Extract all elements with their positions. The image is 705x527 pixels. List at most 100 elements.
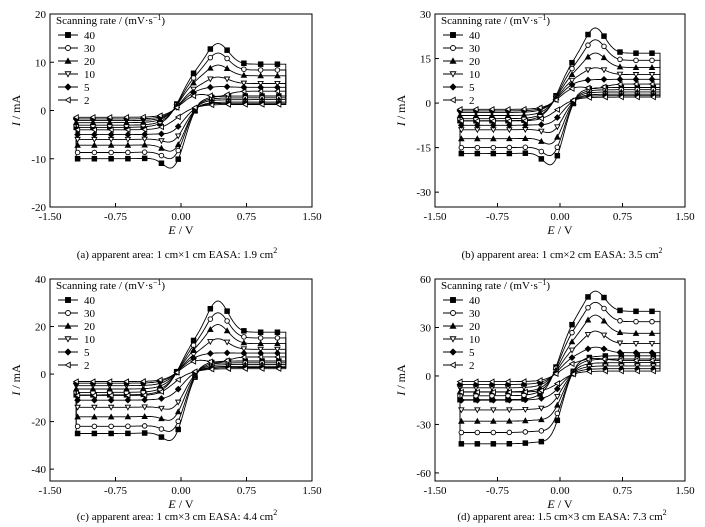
- data-marker-2: [632, 357, 639, 364]
- data-marker-40: [257, 61, 264, 67]
- y-tick-label: 0: [41, 369, 47, 381]
- data-marker-2: [139, 113, 146, 121]
- data-marker-5: [223, 83, 231, 91]
- data-marker-5: [616, 349, 624, 356]
- data-marker-30: [458, 144, 465, 151]
- legend-marker-30: [65, 45, 71, 51]
- data-marker-5: [568, 354, 576, 362]
- data-marker-30: [569, 329, 575, 336]
- data-marker-30: [158, 152, 165, 159]
- data-marker-30: [554, 410, 561, 417]
- x-axis-title: E / V: [167, 497, 193, 511]
- data-marker-5: [107, 131, 115, 139]
- data-marker-30: [538, 428, 545, 434]
- curves: [72, 43, 287, 169]
- data-marker-20: [648, 63, 656, 70]
- x-axis-title: E / V: [546, 497, 572, 511]
- curves: [456, 27, 661, 166]
- legend-marker-5: [64, 348, 72, 356]
- legend-title-sup: −1: [153, 13, 162, 22]
- x-tick-label: 0.75: [237, 485, 257, 497]
- data-marker-30: [490, 429, 497, 436]
- data-marker-20: [616, 63, 624, 70]
- legend-label: 5: [469, 82, 475, 94]
- data-marker-5: [74, 396, 81, 404]
- data-marker-10: [490, 407, 497, 414]
- data-marker-2: [90, 126, 97, 134]
- legend-marker-2: [64, 361, 71, 369]
- data-marker-2: [472, 106, 479, 113]
- data-marker-2: [552, 96, 559, 104]
- data-marker-20: [474, 135, 481, 142]
- cv-curve-40: [75, 300, 287, 442]
- data-marker-40: [224, 308, 230, 314]
- y-tick-label: 30: [420, 322, 432, 334]
- data-marker-30: [141, 149, 148, 155]
- caption-text: (a) apparent area: 1 cm×1 cm EASA: 1.9 c…: [77, 249, 274, 261]
- panel-c: -1.50 -0.75 0.00 0.75 1.50 40 20 0 -20 -40 E / V I …: [9, 274, 322, 523]
- data-marker-20: [141, 413, 148, 420]
- data-marker-5: [648, 349, 656, 357]
- legend-title-text: Scanning rate / (mV·s: [56, 15, 153, 27]
- data-marker-2: [241, 365, 248, 373]
- data-marker-5: [553, 114, 561, 121]
- legend-title-close: ): [546, 280, 550, 292]
- data-marker-10: [538, 405, 545, 412]
- caption-text: (c) apparent area: 1 cm×3 cm EASA: 4.4 c…: [77, 511, 274, 523]
- data-marker-20: [506, 417, 513, 424]
- legend-label: 30: [84, 308, 96, 320]
- legend-marker-10: [449, 336, 457, 343]
- data-marker-5: [206, 83, 214, 91]
- legend-label: 10: [84, 334, 96, 346]
- data-marker-20: [207, 325, 214, 332]
- data-marker-40: [190, 337, 197, 344]
- data-marker-20: [257, 340, 264, 347]
- data-marker-20: [107, 413, 115, 420]
- x-axis-unit: / V: [555, 497, 573, 511]
- data-marker-2: [617, 93, 624, 101]
- data-marker-2: [174, 376, 181, 384]
- data-marker-2: [273, 353, 280, 361]
- x-axis-var: E: [546, 497, 555, 511]
- data-marker-20: [648, 329, 656, 336]
- legend-label: 10: [84, 69, 96, 81]
- y-tick-label: 0: [41, 106, 47, 118]
- data-marker-30: [241, 334, 247, 340]
- data-marker-10: [240, 346, 248, 353]
- data-marker-2: [537, 387, 544, 394]
- data-marker-40: [141, 430, 148, 436]
- data-marker-30: [522, 144, 529, 151]
- data-marker-2: [473, 117, 480, 125]
- data-marker-2: [258, 365, 265, 373]
- data-marker-30: [649, 318, 655, 325]
- y-tick-label: -40: [31, 464, 46, 476]
- data-marker-2: [505, 388, 512, 396]
- data-marker-10: [632, 341, 640, 348]
- legend-marker-40: [450, 297, 456, 303]
- data-marker-40: [601, 33, 607, 39]
- caption-text: (b) apparent area: 1 cm×2 cm EASA: 3.5 c…: [461, 249, 659, 261]
- data-marker-10: [648, 341, 656, 348]
- legend-label: 5: [84, 347, 90, 359]
- panel-d: -1.50 -0.75 0.00 0.75 1.50 60 30 0 -30 -60 E / V I …: [394, 274, 695, 523]
- data-marker-2: [584, 355, 591, 363]
- data-marker-2: [600, 83, 607, 91]
- legend-marker-5: [449, 83, 457, 91]
- x-axis-title: E / V: [167, 223, 193, 237]
- data-marker-30: [274, 67, 281, 73]
- x-axis-unit: / V: [555, 223, 573, 237]
- data-marker-5: [90, 396, 98, 404]
- data-marker-2: [206, 92, 213, 99]
- data-marker-2: [553, 380, 560, 387]
- data-marker-40: [91, 155, 98, 162]
- data-marker-10: [584, 332, 592, 339]
- data-marker-2: [585, 94, 592, 101]
- legend-title: Scanning rate / (mV·s−1): [56, 278, 165, 292]
- data-marker-40: [585, 31, 591, 38]
- data-marker-20: [257, 72, 264, 79]
- y-axis-unit: / mA: [9, 95, 23, 123]
- data-marker-2: [74, 126, 81, 134]
- data-marker-2: [72, 378, 79, 385]
- y-tick-label: -15: [416, 143, 431, 155]
- data-marker-10: [107, 136, 115, 143]
